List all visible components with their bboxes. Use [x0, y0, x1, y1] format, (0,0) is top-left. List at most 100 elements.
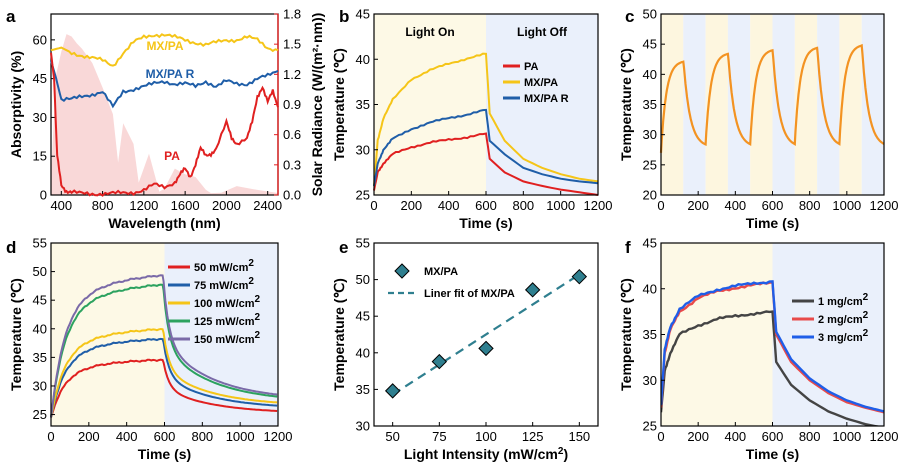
cycle-region — [817, 14, 840, 195]
x-tick-label: 100 — [475, 429, 497, 444]
y2-tick-label: 0.6 — [283, 127, 301, 142]
y-axis-label: Temperature (℃) — [331, 278, 347, 391]
x-tick-label: 400 — [438, 198, 460, 213]
y-tick-label: 30 — [643, 373, 657, 388]
legend-label: Liner fit of MX/PA — [424, 288, 515, 300]
panel-label: b — [339, 7, 349, 26]
x-tick-label: 200 — [400, 198, 422, 213]
x-tick-label: 600 — [154, 429, 176, 444]
panel-label: c — [625, 7, 634, 26]
x-tick-label: 0 — [47, 429, 54, 444]
y-tick-label: 60 — [33, 32, 47, 47]
data-point — [524, 282, 541, 298]
x-axis-label: Time (s) — [459, 215, 512, 231]
y-tick-label: 40 — [643, 281, 657, 296]
x-tick-label: 800 — [191, 429, 213, 444]
x-tick-label: 1200 — [870, 198, 899, 213]
y-tick-label: 45 — [33, 293, 47, 308]
cycle-region — [839, 14, 862, 195]
series-line-150-mw-cm- — [50, 274, 278, 418]
cycle-region — [661, 14, 684, 195]
cycle-region — [861, 14, 884, 195]
y-axis-label: Temperature (℃) — [331, 48, 347, 161]
annotation-label: PA — [164, 149, 180, 163]
x-tick-label: 1200 — [129, 198, 158, 213]
panel-f: 0 200 400 600 800 1000 1200 25 30 35 40 45 Time (s) T… — [618, 236, 898, 463]
solar-spectrum-area — [51, 34, 278, 195]
y-axis-label: Absorptivity (%) — [8, 51, 24, 158]
legend-label: 125 mW/cm2 — [194, 312, 261, 328]
y-tick-label: 50 — [643, 7, 657, 22]
x-tick-label: 125 — [522, 429, 544, 444]
y-tick-label: 30 — [33, 110, 47, 125]
series-line-mx-pa-r — [50, 60, 279, 109]
x-tick-label: 150 — [568, 429, 590, 444]
x-tick-label: 0 — [657, 198, 664, 213]
panel-c: 0 200 400 600 800 1000 1200 20 25 30 35 40 45 50 Time … — [618, 7, 898, 232]
y-tick-label: 45 — [643, 236, 657, 251]
panel-label: e — [339, 238, 348, 257]
series-line-100-mw-cm- — [50, 327, 278, 418]
panel-label: d — [6, 238, 16, 257]
x-tick-label: 1000 — [546, 198, 575, 213]
y-tick-label: 35 — [643, 327, 657, 342]
y-tick-label: 30 — [356, 419, 370, 434]
y-tick-label: 30 — [33, 378, 47, 393]
x-tick-label: 0 — [657, 429, 664, 444]
cycle-region — [727, 14, 751, 195]
fit-line — [392, 273, 580, 396]
legend-label: MX/PA — [524, 77, 558, 89]
y-tick-label: 25 — [33, 407, 47, 422]
x-tick-label: 50 — [385, 429, 399, 444]
series-line-mx-pa — [373, 52, 599, 186]
y-tick-label: 15 — [33, 149, 47, 164]
region-bg — [486, 14, 598, 195]
x-tick-label: 1200 — [264, 429, 293, 444]
series-line-mx-pa-cycles — [659, 43, 885, 153]
annotation-label: MX/PA — [146, 39, 183, 53]
legend-label: PA — [524, 61, 539, 73]
x-tick-label: 2400 — [253, 198, 282, 213]
y-tick-label: 30 — [356, 142, 370, 157]
x-axis-label: Time (s) — [746, 446, 799, 462]
x-tick-label: 800 — [799, 198, 821, 213]
y2-tick-label: 1.5 — [283, 37, 301, 52]
y2-tick-label: 0.3 — [283, 157, 301, 172]
x-axis-label: Time (s) — [746, 215, 799, 231]
y-tick-label: 0 — [40, 188, 47, 203]
panel-e: 50 75 100 125 150 30 35 40 45 50 55 Light Intensity… — [331, 236, 599, 462]
y-tick-label: 25 — [356, 188, 370, 203]
cycle-region — [705, 14, 728, 195]
series-line-3-mg-cm- — [661, 280, 884, 413]
legend-label: 150 mW/cm2 — [194, 330, 261, 346]
x-tick-label: 400 — [50, 198, 72, 213]
x-tick-label: 1200 — [584, 198, 613, 213]
y2-tick-label: 1.8 — [283, 7, 301, 22]
legend-label: 2 mg/cm2 — [818, 310, 869, 326]
y-tick-label: 25 — [643, 157, 657, 172]
y-tick-label: 35 — [356, 382, 370, 397]
region-label: Light Off — [517, 25, 568, 39]
series-line-pa — [373, 132, 599, 196]
legend-label: 100 mW/cm2 — [194, 294, 261, 310]
y-tick-label: 45 — [356, 309, 370, 324]
y-tick-label: 40 — [33, 321, 47, 336]
legend-label: 1 mg/cm2 — [818, 292, 869, 308]
y2-axis-label: Solar Radiance (W/(m²·nm)) — [309, 13, 325, 197]
series-line-pa — [50, 52, 279, 197]
x-tick-label: 400 — [724, 198, 746, 213]
data-point — [571, 268, 588, 285]
y-tick-label: 30 — [643, 127, 657, 142]
annotation-label: MX/PA R — [146, 67, 195, 81]
x-tick-label: 800 — [799, 429, 821, 444]
x-tick-label: 200 — [687, 198, 709, 213]
light-off-region — [772, 243, 884, 426]
x-axis-label: Light Intensity (mW/cm2) — [404, 446, 568, 462]
legend-label: 3 mg/cm2 — [818, 328, 869, 344]
series-line-1-mg-cm- — [661, 310, 882, 426]
x-tick-label: 600 — [475, 198, 497, 213]
x-tick-label: 75 — [432, 429, 446, 444]
x-tick-label: 400 — [116, 429, 138, 444]
cycle-region — [683, 14, 706, 195]
